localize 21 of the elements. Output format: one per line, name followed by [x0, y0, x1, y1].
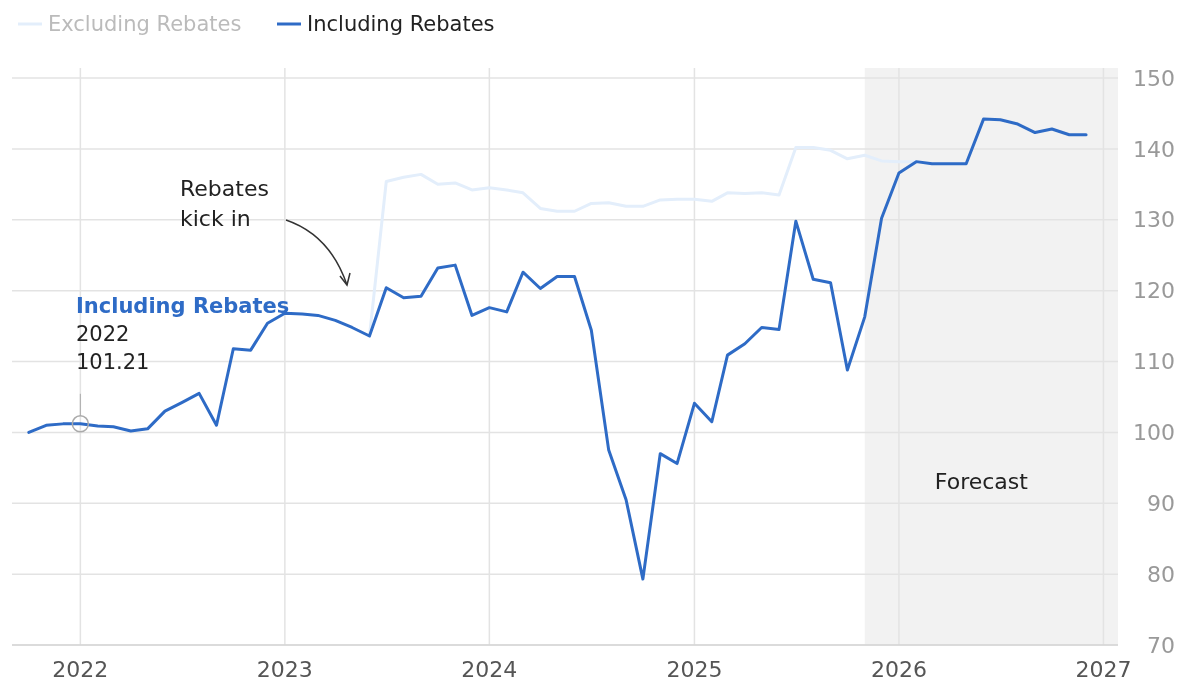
x-tick-label: 2027	[1075, 657, 1132, 682]
y-tick-label: 130	[1133, 207, 1175, 233]
legend-label: Excluding Rebates	[48, 12, 242, 37]
y-tick-label: 150	[1133, 65, 1175, 91]
annotation: Rebates kick in	[180, 176, 269, 231]
band-label: Forecast	[934, 469, 1029, 495]
y-tick-label: 140	[1133, 136, 1175, 162]
y-tick-label: 80	[1147, 561, 1175, 587]
y-tick-label: 100	[1133, 420, 1175, 446]
line-series	[27, 117, 1088, 581]
annotation: Including Rebates 2022 101.21	[76, 294, 290, 374]
y-tick-label: 90	[1147, 490, 1175, 516]
x-tick-label: 2024	[461, 657, 518, 682]
x-tick-label: 2023	[256, 657, 313, 682]
y-tick-label: 120	[1133, 278, 1175, 304]
y-tick-label: 70	[1147, 632, 1175, 658]
y-tick-label: 110	[1133, 349, 1175, 375]
x-tick-label: 2022	[52, 657, 109, 682]
x-tick-label: 2025	[666, 657, 723, 682]
x-tick-label: 2026	[870, 657, 927, 682]
legend-label: Including Rebates	[307, 12, 495, 37]
